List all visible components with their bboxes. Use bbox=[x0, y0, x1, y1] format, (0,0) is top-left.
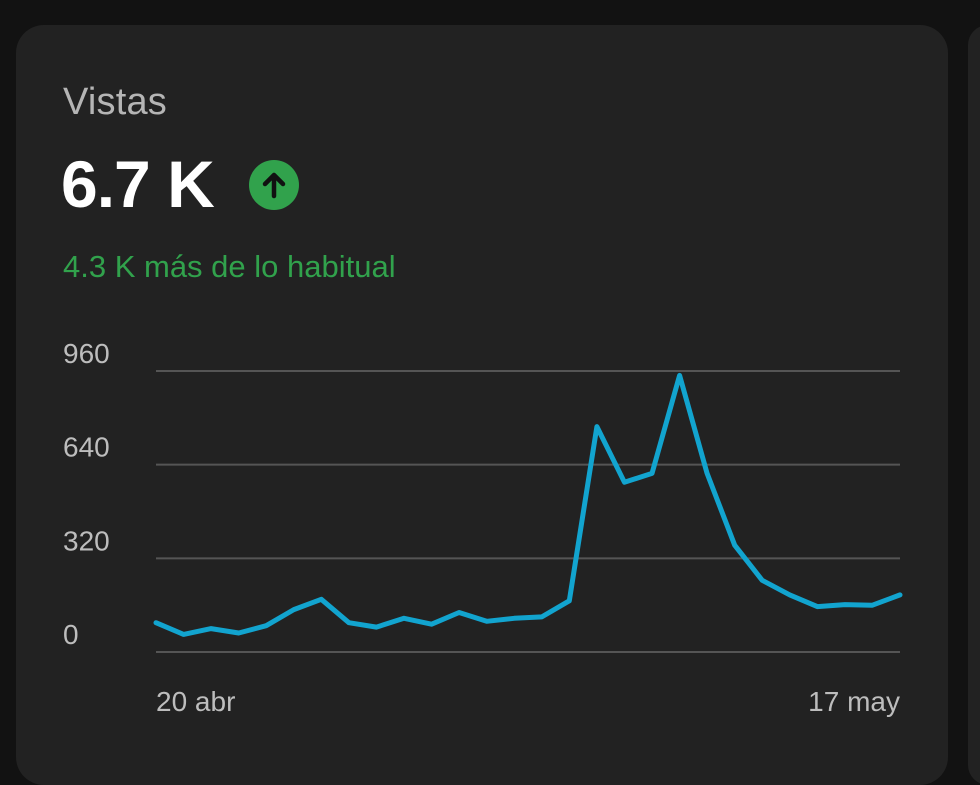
arrow-up-circle-icon bbox=[249, 160, 299, 210]
metric-title: Vistas bbox=[63, 81, 167, 123]
next-card-edge bbox=[968, 25, 980, 785]
x-tick-label-start: 20 abr bbox=[156, 686, 235, 717]
x-tick-label-end: 17 may bbox=[808, 686, 900, 717]
views-card: Vistas 6.7 K 4.3 K más de lo habitual 0 3… bbox=[16, 25, 948, 785]
series-line-0 bbox=[153, 372, 903, 637]
y-tick-label: 960 bbox=[63, 338, 110, 369]
views-line-chart: 0 320 640 960 20 abr 17 may bbox=[63, 338, 903, 717]
metric-delta: 4.3 K más de lo habitual bbox=[63, 249, 396, 284]
y-tick-label: 0 bbox=[63, 619, 79, 650]
metric-value: 6.7 K bbox=[61, 147, 215, 221]
y-tick-label: 320 bbox=[63, 525, 110, 556]
y-tick-label: 640 bbox=[63, 432, 110, 463]
